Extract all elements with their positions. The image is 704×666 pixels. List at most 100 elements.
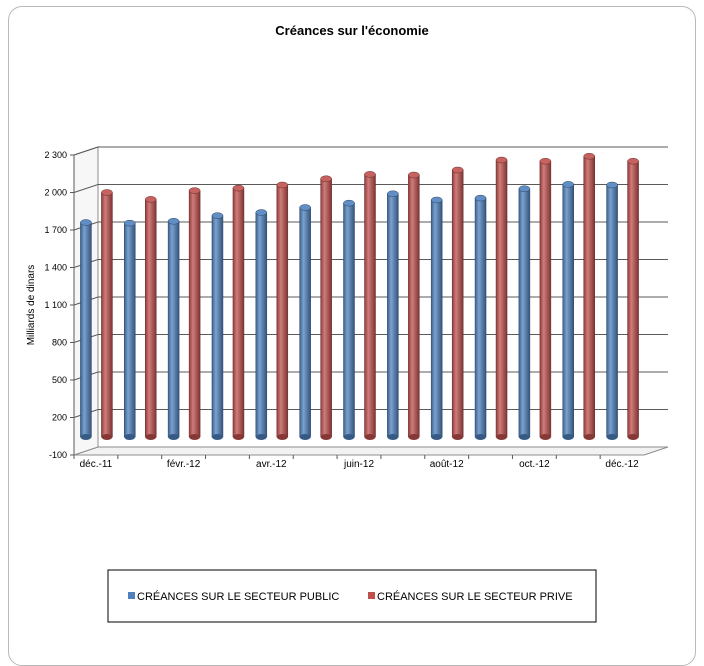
bars (80, 153, 639, 440)
bar-cap (101, 189, 113, 196)
bar-base (320, 434, 332, 440)
bar-cap (124, 219, 136, 227)
bar-public (430, 196, 443, 440)
bar-body (343, 202, 355, 438)
bar-body (562, 184, 574, 438)
bar-private (320, 175, 332, 440)
bar-cap (451, 166, 464, 174)
bar-body (80, 222, 92, 438)
bar-body (255, 212, 268, 438)
y-tick-label: 800 (52, 338, 67, 348)
bar-body (627, 161, 639, 438)
bar-base (101, 434, 113, 440)
bar-private (408, 171, 420, 440)
bar-base (627, 434, 639, 440)
bar-body (124, 222, 136, 438)
bar-public (606, 181, 618, 440)
bar-cap (299, 204, 311, 211)
bar-public (80, 219, 92, 440)
bar-cap (211, 212, 224, 219)
bar-public (387, 190, 399, 440)
bar-cap (408, 171, 420, 179)
bar-body (320, 178, 332, 438)
bar-cap (232, 184, 245, 192)
bar-public (211, 212, 224, 440)
bar-cap (430, 196, 443, 204)
bar-public (474, 194, 487, 440)
bar-public (562, 181, 574, 440)
y-tick-label: 1 700 (44, 225, 67, 235)
bar-public (255, 209, 268, 440)
bar-cap (518, 185, 531, 192)
legend-swatch-private (368, 592, 375, 599)
bar-cap (320, 175, 332, 182)
bar-base (583, 434, 595, 440)
bar-chart: Créances sur l'économie Milliards de din… (26, 23, 669, 623)
bar-private (451, 166, 464, 440)
y-tick-label: 1 100 (44, 300, 67, 310)
x-tick-label: août-12 (430, 459, 464, 470)
y-tick-label: 2 300 (44, 150, 67, 160)
gridline (73, 184, 668, 193)
bar-base (80, 434, 92, 440)
y-tick-label: 2 000 (44, 188, 67, 198)
bar-public (124, 219, 136, 440)
bar-body (430, 199, 443, 438)
bar-cap (145, 196, 157, 203)
bar-cap (80, 219, 92, 226)
bar-body (583, 156, 595, 438)
bar-body (167, 221, 180, 438)
bar-cap (583, 153, 595, 160)
bar-base (562, 434, 574, 440)
bar-cap (343, 199, 355, 207)
bar-cap (387, 190, 399, 197)
bar-body (606, 184, 618, 438)
bar-body (232, 187, 245, 438)
bar-cap (188, 187, 201, 194)
bar-base (518, 434, 530, 440)
bar-body (299, 207, 311, 438)
bar-base (255, 434, 267, 440)
bar-cap (539, 158, 552, 165)
bar-base (475, 434, 487, 440)
bar-cap (255, 209, 268, 216)
bar-body (474, 197, 487, 438)
x-tick-label: déc.-11 (80, 459, 113, 470)
bar-cap (562, 181, 574, 188)
bar-body (101, 192, 113, 438)
bar-base (145, 434, 157, 440)
bar-base (539, 434, 551, 440)
x-tick-label: févr.-12 (167, 459, 201, 470)
y-tick-label: -100 (49, 450, 67, 460)
bar-cap (627, 158, 639, 165)
bar-body (408, 174, 420, 438)
bar-cap (167, 218, 180, 225)
bar-cap (606, 181, 618, 189)
bar-body (495, 159, 508, 438)
bar-base (168, 434, 180, 440)
bar-base (408, 434, 420, 440)
legend-swatch-public (128, 592, 135, 599)
bar-private (583, 153, 595, 440)
bar-base (431, 434, 443, 440)
bar-public (343, 199, 355, 440)
bar-base (276, 434, 288, 440)
y-tick-label: 200 (52, 413, 67, 423)
bar-private (495, 156, 508, 440)
bar-private (364, 171, 376, 440)
x-axis-ticks: déc.-11 févr.-12 avr.-12 juin-12 août-12 oct.… (73, 455, 639, 470)
bar-public (299, 204, 311, 440)
bar-base (232, 434, 244, 440)
bar-base (124, 434, 136, 440)
bar-cap (474, 194, 487, 202)
y-tick-label: 1 400 (44, 263, 67, 273)
bar-body (387, 193, 399, 438)
bar-body (364, 174, 376, 438)
gridline (73, 146, 668, 156)
bar-body (145, 199, 157, 438)
bar-public (518, 185, 531, 440)
bar-base (211, 434, 223, 440)
y-axis-label: Milliards de dinars (26, 265, 37, 346)
bar-body (276, 184, 289, 438)
legend-label-public: CRÉANCES SUR LE SECTEUR PUBLIC (137, 590, 339, 603)
